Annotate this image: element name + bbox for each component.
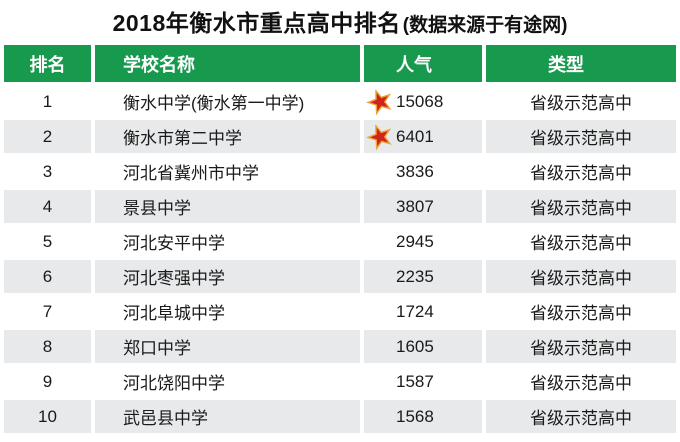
page-title: 2018年衡水市重点高中排名 (数据来源于有途网) [0,0,680,37]
header-popularity: 人气 [364,45,482,82]
type-cell: 省级示范高中 [486,190,676,223]
table-row: 6 河北枣强中学 2235 省级示范高中 [4,260,676,293]
table-row: 5 河北安平中学 2945 省级示范高中 [4,225,676,258]
header-school: 学校名称 [95,45,360,82]
popularity-cell: 1568 [364,400,482,433]
star-icon [365,88,394,116]
popularity-value: 2235 [396,266,434,286]
type-cell: 省级示范高中 [486,330,676,363]
rank-cell: 5 [4,225,91,258]
popularity-value: 1605 [396,336,434,356]
rank-cell: 8 [4,330,91,363]
table-row: 1 衡水中学(衡水第一中学) 15068 省级示范高中 [4,85,676,118]
popularity-value: 15068 [396,91,444,111]
popularity-cell: 1724 [364,295,482,328]
popularity-cell: 1605 [364,330,482,363]
type-cell: 省级示范高中 [486,85,676,118]
rank-cell: 2 [4,120,91,153]
table-row: 3 河北省冀州市中学 3836 省级示范高中 [4,155,676,188]
table-row: 8 郑口中学 1605 省级示范高中 [4,330,676,363]
table-row: 10 武邑县中学 1568 省级示范高中 [4,400,676,433]
table-body: 1 衡水中学(衡水第一中学) 15068 省级示范高中 2 衡水市第二中学 64… [4,85,676,433]
popularity-value: 1568 [396,406,434,426]
table-row: 7 河北阜城中学 1724 省级示范高中 [4,295,676,328]
type-cell: 省级示范高中 [486,155,676,188]
rank-cell: 3 [4,155,91,188]
rank-cell: 9 [4,365,91,398]
table-row: 9 河北饶阳中学 1587 省级示范高中 [4,365,676,398]
school-cell: 衡水中学(衡水第一中学) [95,85,360,118]
popularity-cell: 15068 [364,85,482,118]
page-title-main: 2018年衡水市重点高中排名 [112,10,401,36]
type-cell: 省级示范高中 [486,295,676,328]
type-cell: 省级示范高中 [486,365,676,398]
popularity-value: 1587 [396,371,434,391]
rank-cell: 6 [4,260,91,293]
table-row: 2 衡水市第二中学 6401 省级示范高中 [4,120,676,153]
type-cell: 省级示范高中 [486,225,676,258]
type-cell: 省级示范高中 [486,400,676,433]
table-header-row: 排名 学校名称 人气 类型 [4,45,676,82]
type-cell: 省级示范高中 [486,120,676,153]
table-row: 4 景县中学 3807 省级示范高中 [4,190,676,223]
popularity-value: 6401 [396,126,434,146]
page-title-source: (数据来源于有途网) [402,15,568,36]
school-cell: 衡水市第二中学 [95,120,360,153]
school-cell: 河北安平中学 [95,225,360,258]
popularity-cell: 3836 [364,155,482,188]
popularity-value: 3807 [396,196,434,216]
popularity-cell: 3807 [364,190,482,223]
school-cell: 景县中学 [95,190,360,223]
type-cell: 省级示范高中 [486,260,676,293]
school-cell: 河北枣强中学 [95,260,360,293]
popularity-cell: 2235 [364,260,482,293]
ranking-table: 排名 学校名称 人气 类型 1 衡水中学(衡水第一中学) 15068 省级示范高… [4,45,676,433]
popularity-cell: 1587 [364,365,482,398]
rank-cell: 7 [4,295,91,328]
rank-cell: 4 [4,190,91,223]
school-cell: 河北省冀州市中学 [95,155,360,188]
school-cell: 河北阜城中学 [95,295,360,328]
header-type: 类型 [486,45,676,82]
popularity-value: 2945 [396,231,434,251]
rank-cell: 1 [4,85,91,118]
header-rank: 排名 [4,45,91,82]
school-cell: 武邑县中学 [95,400,360,433]
popularity-cell: 2945 [364,225,482,258]
school-cell: 河北饶阳中学 [95,365,360,398]
school-cell: 郑口中学 [95,330,360,363]
popularity-value: 1724 [396,301,434,321]
rank-cell: 10 [4,400,91,433]
star-icon [365,123,394,151]
popularity-value: 3836 [396,161,434,181]
popularity-cell: 6401 [364,120,482,153]
